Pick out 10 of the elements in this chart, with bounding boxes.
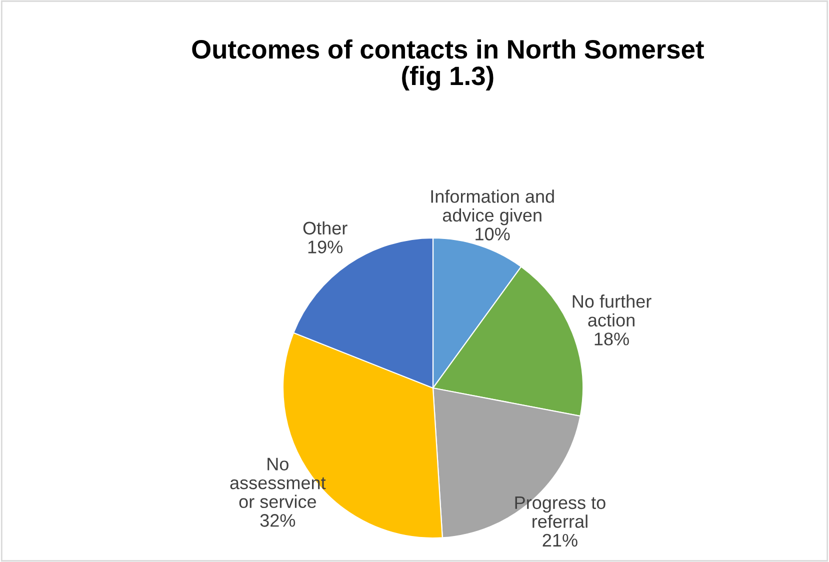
slice-label: Progress to referral: [515, 496, 606, 528]
data-label: 21%: [542, 534, 578, 547]
data-label: 19%: [308, 240, 343, 254]
data-label: 18%: [594, 332, 629, 346]
data-label: 10%: [476, 228, 510, 240]
slice-label: Information and advice given: [431, 190, 554, 226]
data-label: 32%: [260, 514, 296, 527]
slice-label: Other: [303, 221, 348, 235]
chart-title: Outcomes of contacts in North Somerset (fig 1.3): [192, 39, 704, 91]
slice-label: No further action: [572, 294, 652, 327]
